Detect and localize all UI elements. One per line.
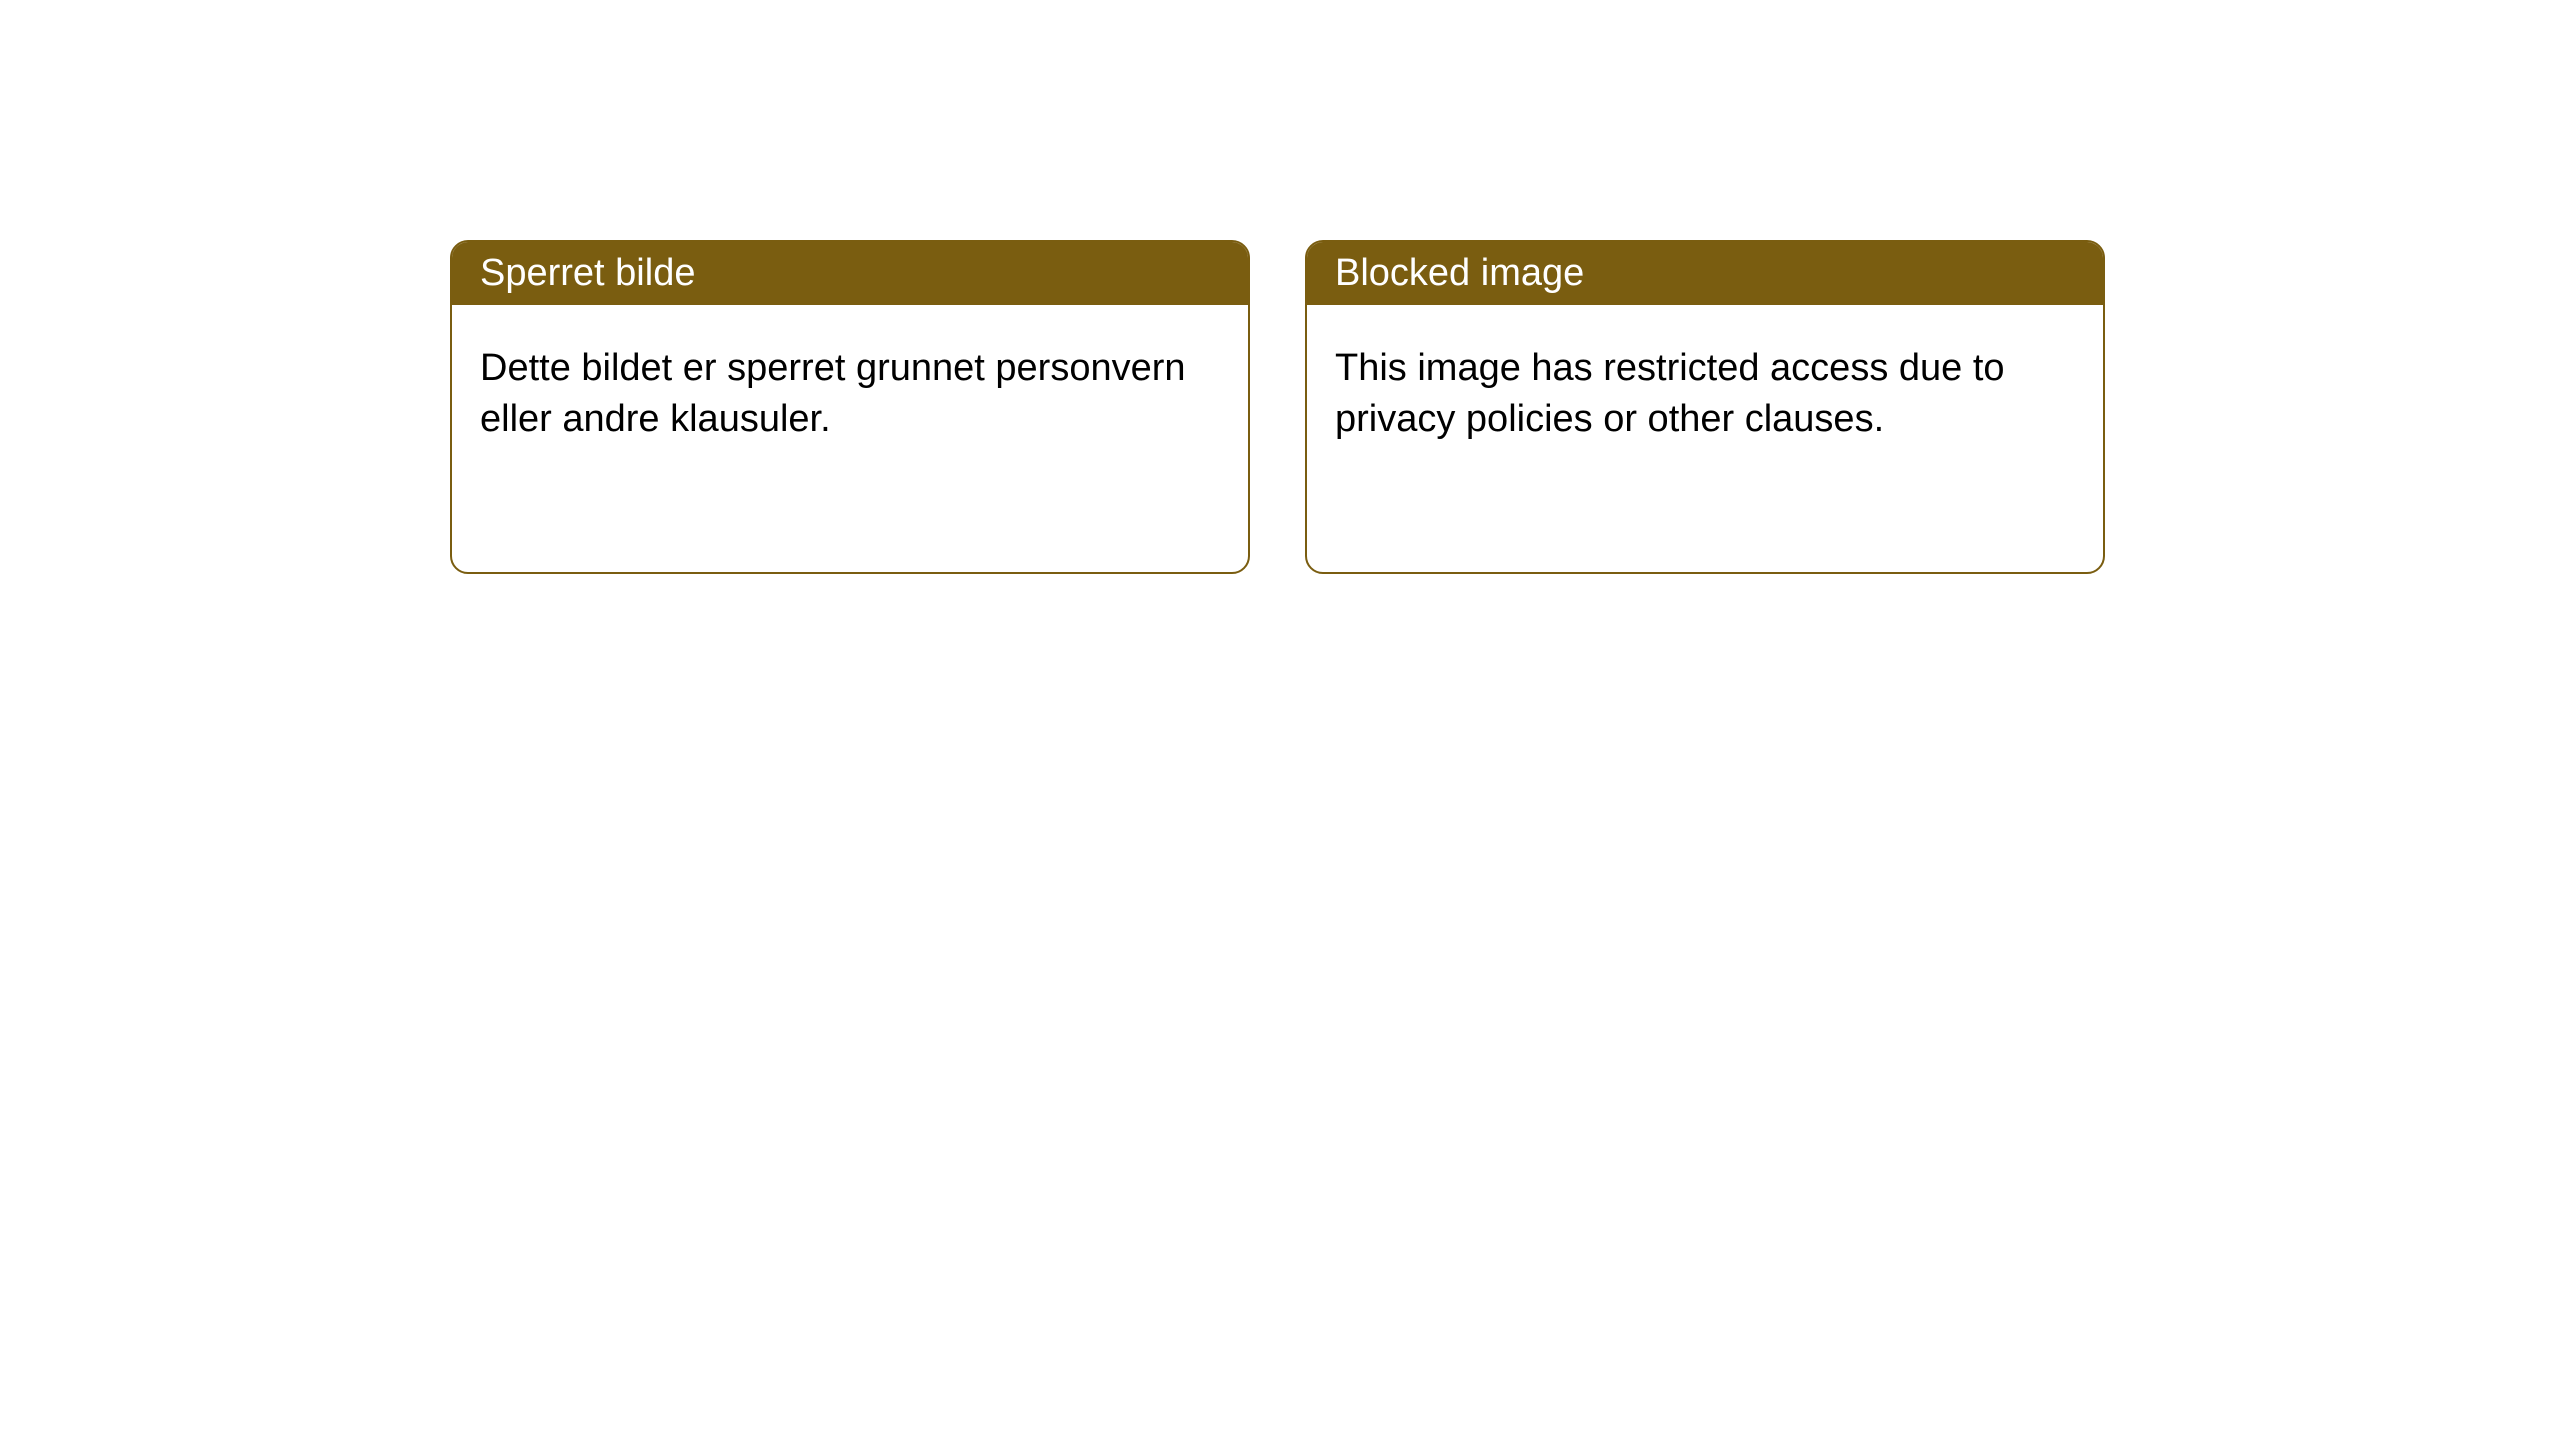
notice-header: Blocked image	[1307, 242, 2103, 305]
notice-card-norwegian: Sperret bilde Dette bildet er sperret gr…	[450, 240, 1250, 574]
notice-header: Sperret bilde	[452, 242, 1248, 305]
notice-container: Sperret bilde Dette bildet er sperret gr…	[0, 0, 2560, 574]
notice-body: This image has restricted access due to …	[1307, 305, 2103, 484]
notice-body: Dette bildet er sperret grunnet personve…	[452, 305, 1248, 484]
notice-card-english: Blocked image This image has restricted …	[1305, 240, 2105, 574]
